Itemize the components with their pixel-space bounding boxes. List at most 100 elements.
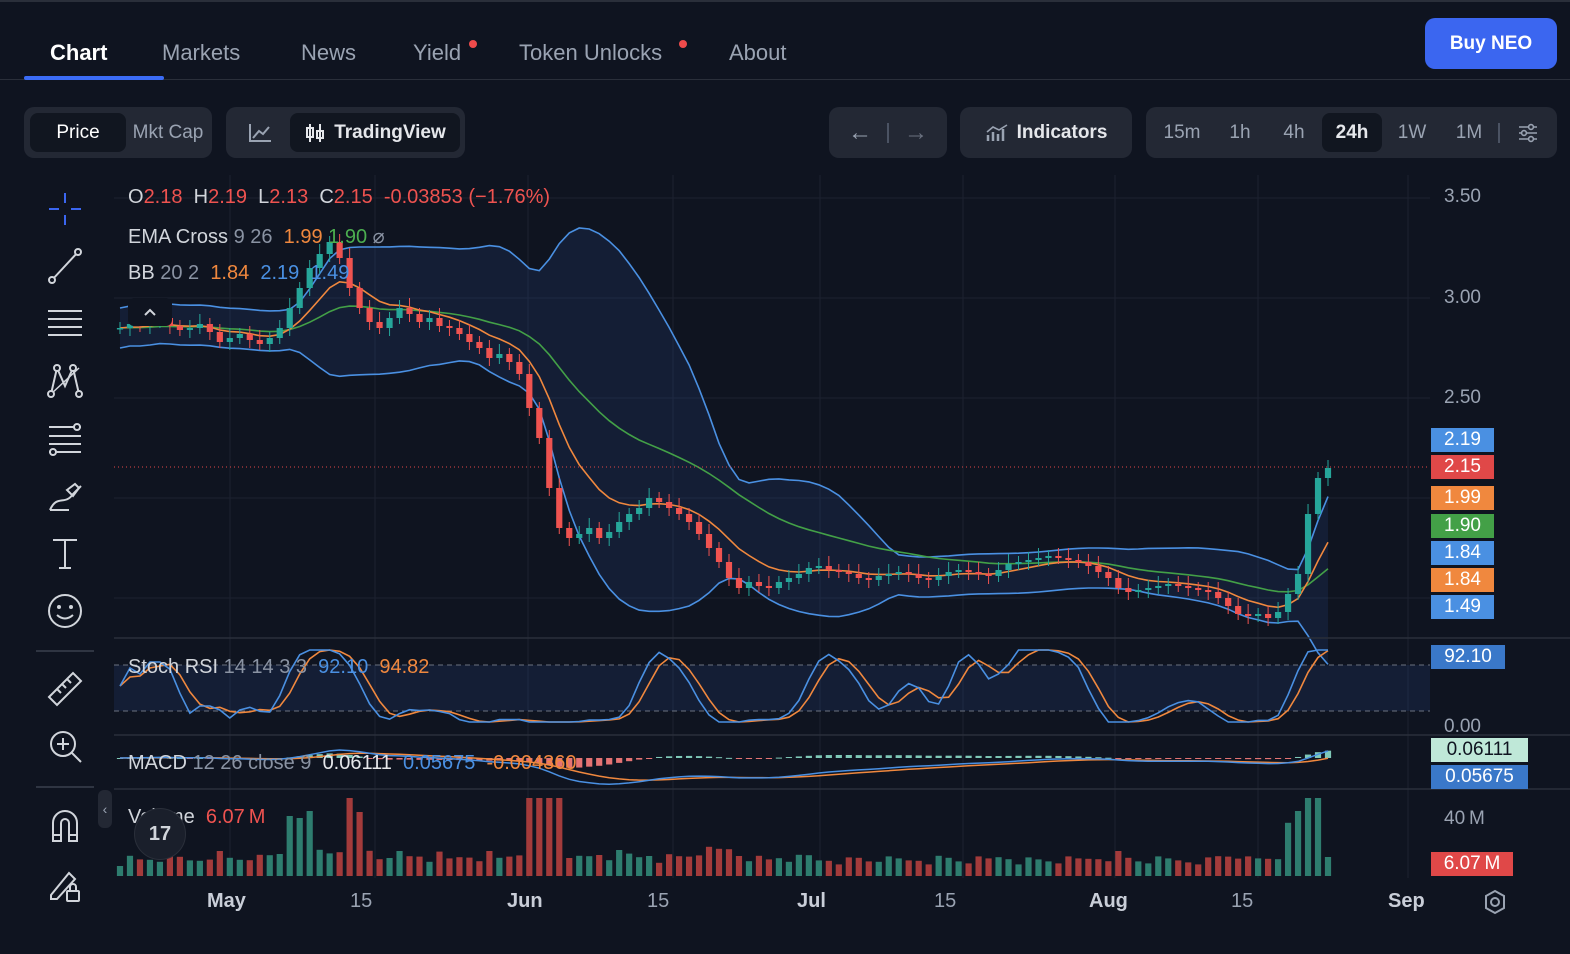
tab-yield[interactable]: Yield bbox=[413, 40, 462, 65]
volume-bar bbox=[1225, 856, 1232, 876]
macd-histogram-bar bbox=[1125, 758, 1132, 759]
time-axis-label: 15 bbox=[1231, 890, 1254, 912]
trendline-icon[interactable] bbox=[42, 243, 88, 289]
horizontal-lines-icon[interactable] bbox=[42, 300, 88, 346]
crosshair-icon[interactable] bbox=[42, 186, 88, 232]
candle bbox=[765, 576, 773, 596]
macd-histogram-bar bbox=[1324, 750, 1332, 758]
price-tag: 2.19 bbox=[1431, 428, 1494, 452]
macd-histogram-bar bbox=[1085, 756, 1092, 758]
candle bbox=[1175, 576, 1182, 592]
timeframe-1h[interactable]: 1h bbox=[1229, 121, 1251, 143]
buy-neo-button[interactable]: Buy NEO bbox=[1425, 18, 1557, 69]
candle bbox=[386, 312, 393, 336]
macd-histogram-bar bbox=[965, 755, 972, 758]
timeframe-24h[interactable]: 24h bbox=[1322, 113, 1382, 152]
emoji-icon[interactable] bbox=[42, 588, 88, 634]
macd-histogram-bar bbox=[1045, 755, 1052, 758]
collapse-toolbar-button[interactable]: ‹ bbox=[98, 790, 112, 828]
macd-histogram-bar bbox=[685, 755, 693, 758]
macd-histogram-bar bbox=[1155, 758, 1162, 759]
macd-histogram-bar bbox=[396, 758, 403, 760]
tab-about[interactable]: About bbox=[729, 40, 787, 65]
candle bbox=[306, 260, 313, 296]
macd-histogram-bar bbox=[1255, 758, 1262, 760]
volume-bar bbox=[506, 856, 513, 876]
volume-bar bbox=[895, 858, 902, 876]
candle bbox=[735, 568, 743, 594]
collapse-legend-button[interactable] bbox=[128, 298, 172, 326]
volume-bar bbox=[1235, 858, 1242, 876]
candle bbox=[905, 564, 912, 582]
candle bbox=[1065, 548, 1072, 568]
volume-bar bbox=[416, 856, 423, 876]
tab-chart[interactable]: Chart bbox=[50, 40, 108, 65]
candle bbox=[945, 562, 952, 584]
candle bbox=[695, 514, 703, 540]
candle bbox=[1045, 550, 1052, 566]
price-tag: 1.84 bbox=[1431, 568, 1494, 592]
candle bbox=[1185, 576, 1192, 596]
indicators-label: Indicators bbox=[1016, 121, 1108, 143]
redo-arrow-icon[interactable]: → bbox=[904, 118, 928, 146]
text-icon[interactable] bbox=[42, 530, 88, 576]
line-chart-button[interactable] bbox=[232, 113, 288, 152]
indicators-button[interactable]: Indicators bbox=[960, 107, 1132, 158]
tradingview-logo-icon[interactable]: 17 bbox=[134, 808, 186, 860]
tab-news[interactable]: News bbox=[301, 40, 357, 65]
volume-bar bbox=[915, 860, 922, 876]
volume-bar bbox=[396, 851, 403, 876]
volume-bar bbox=[616, 850, 623, 876]
zoom-in-icon[interactable] bbox=[42, 723, 88, 769]
tab-markets[interactable]: Markets bbox=[162, 40, 241, 65]
macd-histogram-bar bbox=[1215, 758, 1222, 759]
indicators-icon bbox=[986, 123, 1008, 141]
timeframe-4h[interactable]: 4h bbox=[1283, 121, 1305, 143]
lock-drawing-icon[interactable] bbox=[42, 862, 88, 908]
volume-bar bbox=[1195, 864, 1202, 876]
brush-icon[interactable] bbox=[42, 473, 88, 519]
tab-token-unlocks[interactable]: Token Unlocks bbox=[519, 40, 663, 65]
chart-settings-button[interactable] bbox=[1504, 113, 1552, 152]
candle bbox=[1274, 602, 1282, 624]
candle bbox=[1294, 566, 1302, 600]
volume-bar bbox=[216, 851, 223, 876]
volume-bar bbox=[286, 816, 293, 876]
macd-histogram-bar bbox=[1105, 757, 1112, 759]
ruler-icon[interactable] bbox=[42, 666, 88, 712]
tradingview-button[interactable]: TradingView bbox=[290, 113, 460, 152]
macd-histogram-bar bbox=[176, 757, 183, 759]
candle bbox=[955, 564, 962, 578]
macd-histogram-bar bbox=[725, 757, 733, 759]
time-axis-label: 15 bbox=[934, 890, 957, 912]
candle bbox=[885, 564, 892, 584]
undo-arrow-icon[interactable]: ← bbox=[848, 118, 872, 146]
timeframe-15m[interactable]: 15m bbox=[1163, 121, 1201, 143]
price-chart[interactable] bbox=[0, 170, 1570, 940]
macd-histogram-bar bbox=[825, 755, 832, 758]
timeframe-1w[interactable]: 1W bbox=[1397, 121, 1427, 143]
macd-histogram-bar bbox=[526, 758, 533, 762]
pattern-icon[interactable] bbox=[42, 357, 88, 403]
candles-icon bbox=[306, 123, 325, 142]
macd-line-tag: 0.05675 bbox=[1431, 765, 1528, 789]
macd-histogram-bar bbox=[1095, 757, 1102, 759]
macd-hist-tag: 0.06111 bbox=[1431, 738, 1528, 762]
mktcap-button[interactable]: Mkt Cap bbox=[132, 121, 204, 143]
candle bbox=[1035, 548, 1042, 566]
volume-bar bbox=[256, 854, 263, 876]
candle bbox=[1225, 592, 1232, 614]
volume-bar bbox=[536, 798, 543, 876]
price-button[interactable]: Price bbox=[30, 113, 126, 152]
candle bbox=[616, 512, 623, 538]
candle bbox=[246, 326, 253, 348]
timeframe-1m[interactable]: 1M bbox=[1455, 121, 1483, 143]
volume-bar bbox=[875, 861, 882, 876]
magnet-icon[interactable] bbox=[42, 802, 88, 848]
volume-bar bbox=[136, 859, 144, 876]
macd-histogram-bar bbox=[1205, 758, 1212, 759]
settings-gear-icon[interactable] bbox=[1481, 888, 1509, 916]
volume-bar bbox=[206, 859, 213, 876]
fib-icon[interactable] bbox=[42, 416, 88, 462]
token-unlocks-notification-dot bbox=[679, 40, 687, 48]
